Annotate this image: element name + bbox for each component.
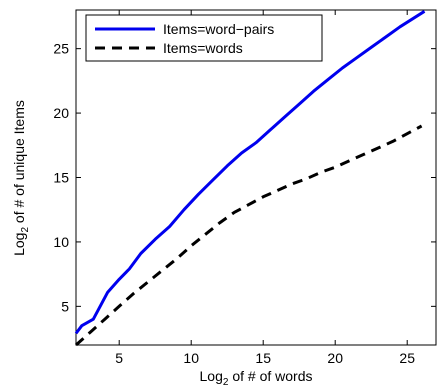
legend-label-1: Items=words bbox=[163, 40, 243, 56]
y-axis-label-rest: of # of unique Items bbox=[11, 100, 27, 227]
y-axis-label: Log2 of # of unique Items bbox=[11, 100, 31, 256]
legend-label-0: Items=word−pairs bbox=[163, 21, 274, 37]
y-tick-label-3: 20 bbox=[53, 105, 69, 121]
x-ticks: 5 10 15 20 25 bbox=[115, 10, 415, 366]
y-tick-label-1: 10 bbox=[53, 234, 69, 250]
x-axis-label-base: Log bbox=[200, 368, 223, 384]
legend-box bbox=[85, 14, 323, 62]
x-tick-label-2: 15 bbox=[255, 350, 271, 366]
y-tick-label-4: 25 bbox=[53, 41, 69, 57]
x-tick-label-0: 5 bbox=[115, 350, 123, 366]
y-axis-label-base: Log bbox=[11, 233, 27, 256]
legend: Items=word−pairs Items=words bbox=[85, 14, 323, 62]
y-ticks: 5 10 15 20 25 bbox=[53, 41, 436, 314]
y-tick-label-2: 15 bbox=[53, 170, 69, 186]
y-tick-label-0: 5 bbox=[61, 298, 69, 314]
x-tick-label-4: 25 bbox=[399, 350, 415, 366]
x-tick-label-1: 10 bbox=[183, 350, 199, 366]
plot-area bbox=[75, 9, 437, 346]
series-line-1 bbox=[74, 124, 423, 347]
plot-frame bbox=[75, 9, 437, 346]
series-group bbox=[74, 10, 426, 347]
x-axis-label-sub: 2 bbox=[223, 377, 229, 385]
y-axis-label-sub: 2 bbox=[20, 227, 31, 233]
series-line-0 bbox=[74, 10, 426, 335]
x-axis-label-rest: of # of words bbox=[228, 368, 312, 384]
x-axis-label: Log2 of # of words bbox=[200, 368, 313, 385]
x-tick-label-3: 20 bbox=[327, 350, 343, 366]
